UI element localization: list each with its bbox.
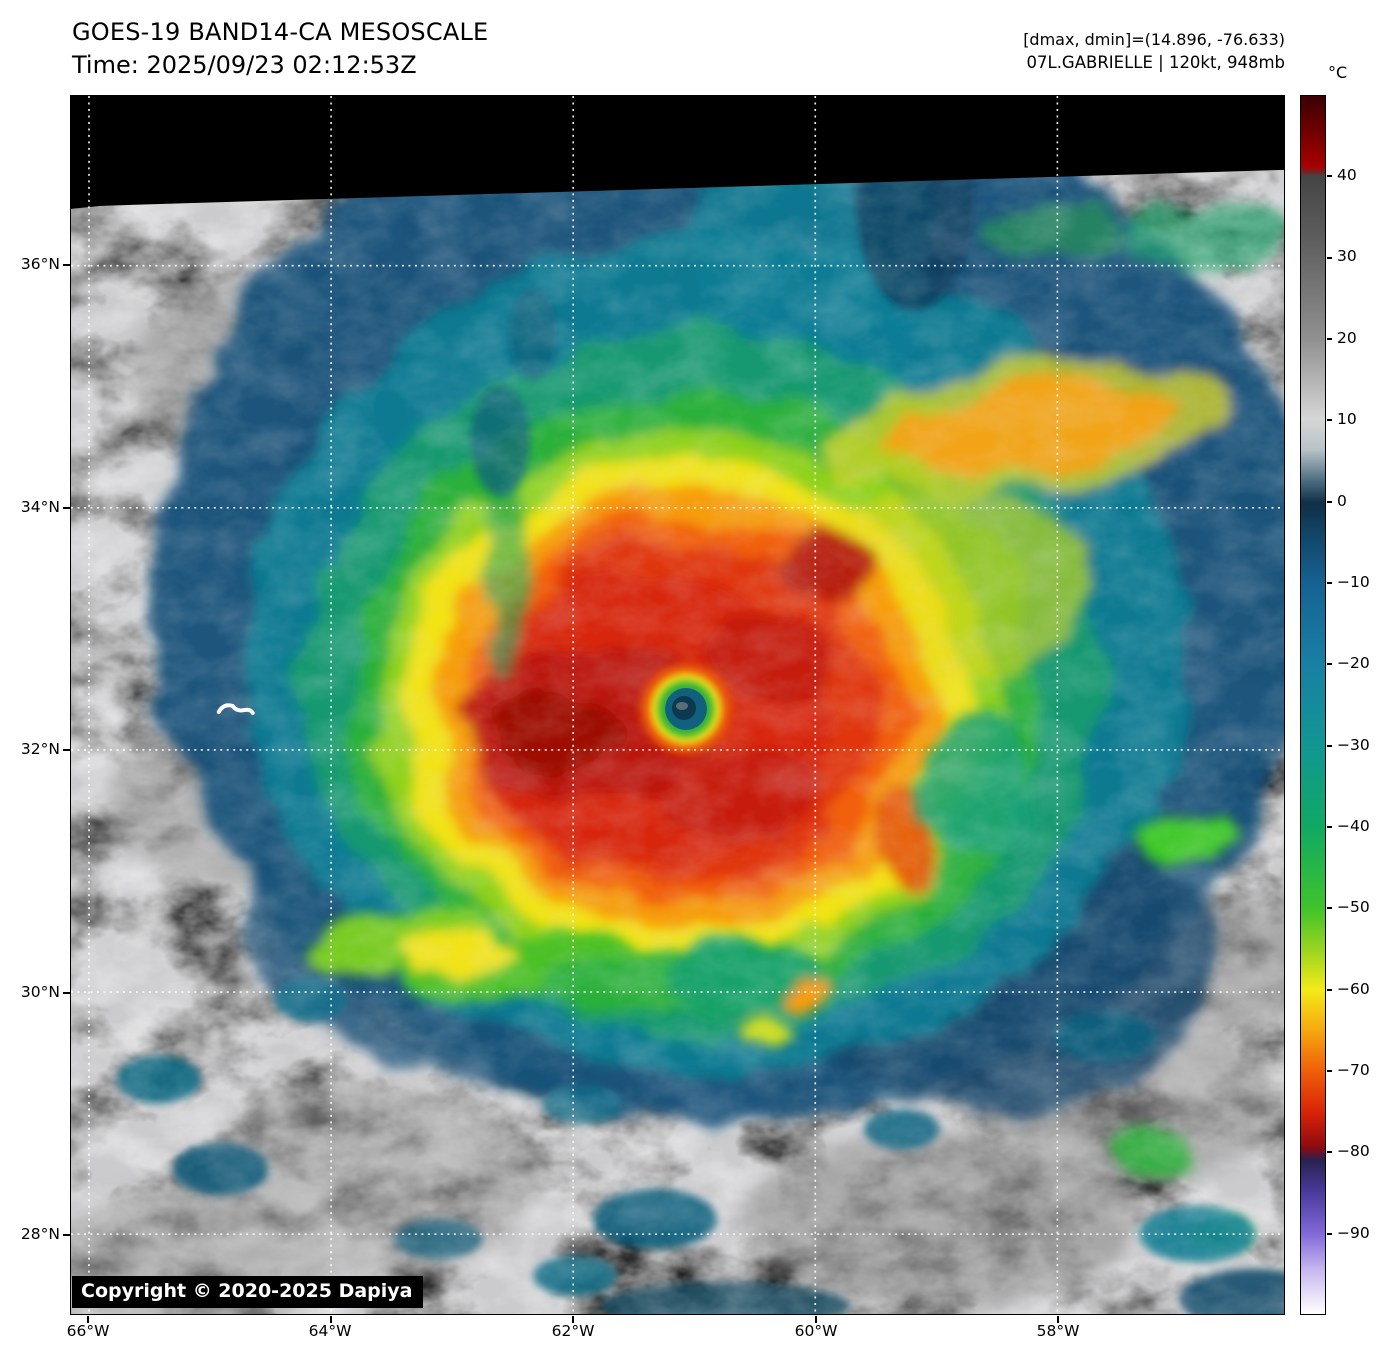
lat-tick-label: 32°N	[20, 740, 60, 758]
colorbar-tick-label: −70	[1337, 1061, 1370, 1079]
colorbar-tick-label: −90	[1337, 1224, 1370, 1242]
lon-axis-tick	[329, 1316, 332, 1323]
colorbar-tick-label: −80	[1337, 1142, 1370, 1160]
lat-axis-tick	[63, 1234, 70, 1236]
colorbar-tick-label: 20	[1337, 329, 1357, 347]
lat-axis-tick	[63, 991, 70, 994]
colorbar-tick-label: 0	[1337, 492, 1347, 510]
colorbar-tick	[1327, 989, 1332, 991]
lat-tick-label: 36°N	[20, 255, 60, 273]
satellite-map: Copyright © 2020-2025 Dapiya	[70, 95, 1285, 1315]
colorbar-tick	[1327, 907, 1332, 909]
colorbar-tick	[1327, 257, 1332, 259]
lat-axis-tick	[63, 749, 70, 751]
header-info: [dmax, dmin]=(14.896, -76.633) 07L.GABRI…	[1023, 30, 1285, 72]
title-block: GOES-19 BAND14-CA MESOSCALE Time: 2025/0…	[72, 18, 488, 79]
lon-axis-tick	[1057, 1316, 1059, 1323]
colorbar-tick	[1327, 745, 1332, 747]
no-data-region	[71, 96, 1284, 209]
lon-axis-tick	[87, 1316, 89, 1323]
colorbar-tick-label: 30	[1337, 247, 1357, 265]
colorbar-tick-label: −50	[1337, 898, 1370, 916]
page-title: GOES-19 BAND14-CA MESOSCALE	[72, 18, 489, 46]
colorbar-tick	[1327, 1070, 1332, 1072]
dmax-dmin-info: [dmax, dmin]=(14.896, -76.633)	[1023, 30, 1285, 49]
lon-axis-tick	[572, 1316, 574, 1323]
colorbar-tick	[1327, 663, 1332, 665]
colorbar-tick	[1327, 582, 1332, 584]
lon-tick-label: 62°W	[551, 1322, 595, 1340]
lon-tick-label: 58°W	[1036, 1322, 1080, 1340]
colorbar-tick-label: 10	[1337, 410, 1357, 428]
satellite-scene	[71, 96, 1284, 1314]
colorbar-tick	[1327, 501, 1332, 503]
colorbar-tick-label: −20	[1337, 654, 1370, 672]
lat-axis-tick	[63, 264, 70, 266]
lon-tick-label: 66°W	[66, 1322, 110, 1340]
hurricane-eye	[640, 663, 732, 755]
colorbar-tick-label: −60	[1337, 980, 1370, 998]
colorbar-tick	[1327, 1151, 1332, 1153]
lat-axis-tick	[63, 506, 70, 509]
lon-axis-tick	[814, 1316, 817, 1323]
lat-tick-label: 34°N	[20, 498, 60, 516]
colorbar-tick-label: −10	[1337, 573, 1370, 591]
colorbar-tick	[1327, 826, 1332, 828]
graticule-gridlines	[71, 96, 1284, 1314]
colorbar-tick	[1327, 338, 1332, 340]
colorbar-tick	[1327, 419, 1332, 421]
colorbar	[1300, 95, 1326, 1315]
lon-tick-label: 64°W	[308, 1322, 352, 1340]
colorbar-tick	[1327, 175, 1332, 177]
bermuda-island	[216, 703, 255, 715]
colorbar-tick-label: −40	[1337, 817, 1370, 835]
lon-tick-label: 60°W	[794, 1322, 838, 1340]
colorbar-tick-label: −30	[1337, 736, 1370, 754]
lat-tick-label: 28°N	[20, 1225, 60, 1243]
storm-info: 07L.GABRIELLE | 120kt, 948mb	[1026, 53, 1286, 72]
colorbar-unit: °C	[1328, 63, 1348, 82]
lat-tick-label: 30°N	[20, 983, 60, 1001]
copyright: Copyright © 2020-2025 Dapiya	[72, 1276, 424, 1308]
timestamp: Time: 2025/09/23 02:12:53Z	[72, 51, 417, 79]
colorbar-tick-label: 40	[1337, 166, 1357, 184]
colorbar-tick	[1327, 1233, 1332, 1235]
